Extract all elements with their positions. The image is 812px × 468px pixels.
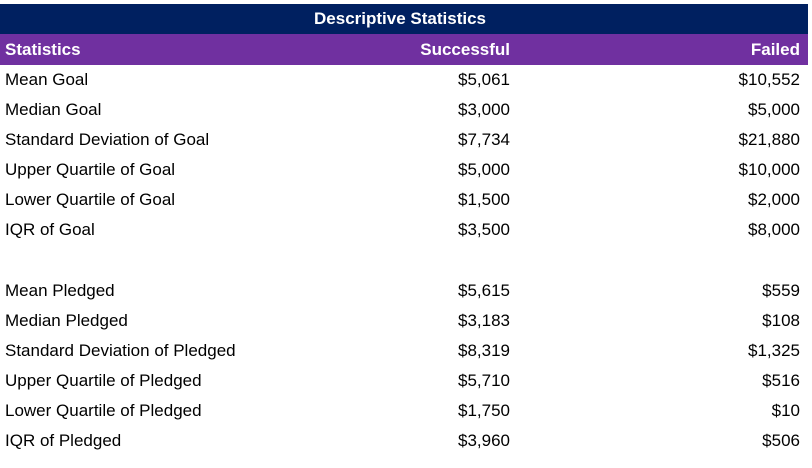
table-row: Median Pledged $3,183 $108 [0, 306, 808, 336]
row-label: Median Pledged [5, 311, 128, 330]
successful-value: $7,734 [458, 130, 510, 149]
row-label: IQR of Goal [5, 220, 95, 239]
failed-value: $516 [762, 371, 800, 390]
table-row: IQR of Goal $3,500 $8,000 [0, 215, 808, 245]
successful-value: $8,319 [458, 341, 510, 360]
row-label: Lower Quartile of Goal [5, 190, 176, 209]
failed-value: $8,000 [748, 220, 800, 239]
row-label: Standard Deviation of Goal [5, 130, 210, 149]
successful-value: $5,710 [458, 371, 510, 390]
failed-value: $506 [762, 431, 800, 450]
failed-value: $108 [762, 311, 800, 330]
table-row: IQR of Pledged $3,960 $506 [0, 426, 808, 456]
failed-value: $10,552 [738, 70, 800, 89]
table-row: Standard Deviation of Pledged $8,319 $1,… [0, 336, 808, 366]
table-row: Mean Goal $5,061 $10,552 [0, 65, 808, 95]
successful-value: $5,000 [458, 160, 510, 179]
failed-value: $5,000 [748, 100, 800, 119]
successful-value: $3,183 [458, 311, 510, 330]
successful-value: $3,000 [458, 100, 510, 119]
table-title-bar: Descriptive Statistics [0, 4, 808, 34]
successful-value: $3,500 [458, 220, 510, 239]
table-row: Lower Quartile of Goal $1,500 $2,000 [0, 185, 808, 215]
row-label: Median Goal [5, 100, 102, 119]
table-row: Median Goal $3,000 $5,000 [0, 95, 808, 125]
row-label: Mean Pledged [5, 281, 115, 300]
table-title: Descriptive Statistics [314, 9, 486, 28]
successful-value: $5,061 [458, 70, 510, 89]
table-row: Upper Quartile of Pledged $5,710 $516 [0, 366, 808, 396]
header-failed: Failed [750, 39, 800, 59]
table-row: Lower Quartile of Pledged $1,750 $10 [0, 396, 808, 426]
header-successful: Successful [420, 39, 510, 59]
failed-value: $10,000 [738, 160, 800, 179]
failed-value: $10 [771, 401, 800, 420]
failed-value: $559 [762, 281, 800, 300]
table-row: Standard Deviation of Goal $7,734 $21,88… [0, 125, 808, 155]
table-row: Mean Pledged $5,615 $559 [0, 276, 808, 306]
failed-value: $21,880 [738, 130, 800, 149]
successful-value: $5,615 [458, 281, 510, 300]
table-row: Upper Quartile of Goal $5,000 $10,000 [0, 155, 808, 185]
row-label: Mean Goal [5, 70, 89, 89]
failed-value: $1,325 [748, 341, 800, 360]
table-header-row: Statistics Successful Failed [0, 34, 808, 65]
row-label: Upper Quartile of Pledged [5, 371, 202, 390]
row-label: IQR of Pledged [5, 431, 122, 450]
row-label: Lower Quartile of Pledged [5, 401, 202, 420]
header-statistics: Statistics [5, 39, 81, 59]
row-label: Upper Quartile of Goal [5, 160, 176, 179]
failed-value: $2,000 [748, 190, 800, 209]
successful-value: $1,500 [458, 190, 510, 209]
successful-value: $1,750 [458, 401, 510, 420]
successful-value: $3,960 [458, 431, 510, 450]
row-label: Standard Deviation of Pledged [5, 341, 236, 360]
